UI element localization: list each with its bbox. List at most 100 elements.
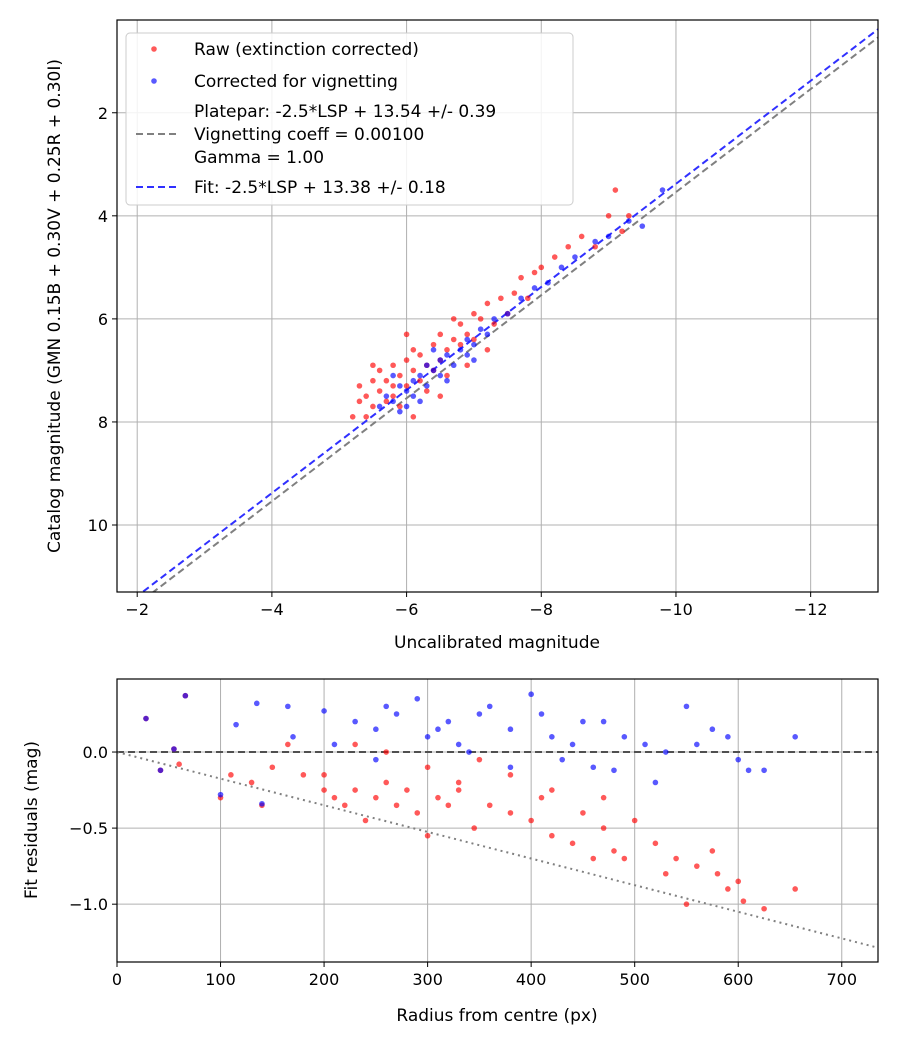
bottom-point-raw <box>709 848 716 854</box>
top-point-corrected <box>430 347 437 353</box>
bottom-point-corrected <box>445 718 452 725</box>
legend-label-platepar: Platepar: -2.5*LSP + 13.54 +/- 0.39 <box>194 102 496 122</box>
top-point-raw <box>626 213 632 219</box>
bottom-point-corrected <box>652 779 659 786</box>
bottom-y-ticks: 0.0 −0.5 −1.0 <box>69 743 117 914</box>
bottom-point-raw <box>792 886 798 892</box>
top-point-corrected <box>403 388 410 394</box>
top-point-raw <box>592 243 598 250</box>
top-x-tick-label: −2 <box>125 600 149 619</box>
top-point-raw <box>403 383 410 389</box>
top-point-raw <box>403 331 410 338</box>
bottom-point-raw <box>476 756 483 763</box>
top-point-raw <box>370 362 376 369</box>
top-point-raw <box>464 362 470 369</box>
top-point-corrected <box>491 316 497 322</box>
top-point-raw <box>390 383 396 389</box>
bottom-point-corrected <box>528 691 534 698</box>
top-x-tick-label: −10 <box>659 600 693 619</box>
bottom-point-corrected <box>143 715 149 722</box>
bottom-point-corrected <box>352 718 358 725</box>
top-point-corrected <box>457 347 464 353</box>
bottom-point-raw <box>580 810 586 816</box>
bottom-point-raw <box>362 817 369 824</box>
top-point-corrected <box>471 357 477 363</box>
top-x-tick-label: −4 <box>260 600 284 619</box>
bottom-point-corrected <box>507 764 514 771</box>
bottom-point-raw <box>652 840 659 847</box>
top-point-corrected <box>504 310 511 317</box>
calibration-plot: −2 −4 −6 −8 −10 −12 2 4 6 8 10 Uncalibrated magni… <box>45 19 879 653</box>
top-point-corrected <box>383 393 390 399</box>
top-point-raw <box>383 377 390 384</box>
top-x-tick-label: −12 <box>794 600 828 619</box>
top-y-tick-label: 10 <box>88 516 108 535</box>
bottom-line-vignetting-model <box>117 751 878 949</box>
top-point-corrected <box>592 238 598 245</box>
bottom-point-raw <box>569 840 576 847</box>
top-point-raw <box>437 393 444 399</box>
bottom-x-ticks: 0 100 200 300 400 500 600 700 <box>112 962 857 989</box>
top-point-raw <box>349 413 356 420</box>
top-point-raw <box>383 398 390 405</box>
top-point-raw <box>498 295 504 302</box>
top-point-corrected <box>545 280 551 286</box>
top-point-raw <box>578 233 585 240</box>
bottom-point-corrected <box>725 734 731 740</box>
bottom-point-raw <box>662 870 669 877</box>
bottom-point-raw <box>631 817 638 824</box>
legend-label-raw: Raw (extinction corrected) <box>194 40 419 60</box>
bottom-plot-frame <box>116 678 879 963</box>
top-point-raw <box>410 347 417 353</box>
top-point-raw <box>444 372 450 379</box>
top-point-raw <box>471 310 477 317</box>
residuals-plot: 0 100 200 300 400 500 600 700 0.0 −0.5 −1.0 Radiu… <box>22 678 879 1026</box>
bottom-x-tick-label: 500 <box>619 970 650 989</box>
top-point-corrected <box>639 223 646 229</box>
top-point-corrected <box>410 393 417 399</box>
top-point-raw <box>376 367 383 374</box>
top-point-corrected <box>444 377 450 384</box>
bottom-point-raw <box>248 779 255 786</box>
bottom-point-corrected <box>590 764 597 771</box>
bottom-point-raw <box>300 772 307 778</box>
bottom-point-raw <box>435 794 441 801</box>
top-point-corrected <box>390 398 396 405</box>
bottom-point-raw <box>393 802 400 809</box>
bottom-point-raw <box>321 787 327 793</box>
top-point-corrected <box>484 331 491 338</box>
top-point-corrected <box>430 367 437 374</box>
top-point-raw <box>518 274 524 281</box>
bottom-point-corrected <box>414 695 421 702</box>
bottom-point-raw <box>600 794 607 801</box>
top-y-tick-label: 4 <box>98 207 108 226</box>
bottom-x-tick-label: 100 <box>205 970 236 989</box>
bottom-point-raw <box>740 898 747 904</box>
bottom-point-raw <box>528 817 534 824</box>
top-point-raw <box>356 383 363 389</box>
top-point-corrected <box>423 362 430 369</box>
bottom-point-raw <box>352 741 358 748</box>
bottom-point-corrected <box>735 756 742 763</box>
bottom-x-tick-label: 0 <box>112 970 122 989</box>
top-point-corrected <box>423 383 430 389</box>
top-point-raw <box>565 243 572 250</box>
bottom-point-corrected <box>611 767 617 774</box>
bottom-y-tick-label: −1.0 <box>69 895 108 914</box>
bottom-point-corrected <box>486 703 493 710</box>
top-point-corrected <box>437 372 444 379</box>
top-point-raw <box>417 352 423 358</box>
top-point-corrected <box>390 372 396 379</box>
bottom-point-raw <box>383 779 389 786</box>
bottom-point-corrected <box>373 726 379 733</box>
bottom-point-raw <box>424 764 431 771</box>
top-point-raw <box>484 300 491 307</box>
bottom-point-raw <box>269 764 276 771</box>
top-point-corrected <box>444 352 450 358</box>
bottom-point-raw <box>590 855 597 862</box>
top-y-tick-label: 6 <box>98 310 108 329</box>
bottom-point-raw <box>600 825 607 831</box>
top-point-raw <box>605 213 612 219</box>
top-y-ticks: 2 4 6 8 10 <box>88 104 117 535</box>
top-point-corrected <box>417 372 423 379</box>
